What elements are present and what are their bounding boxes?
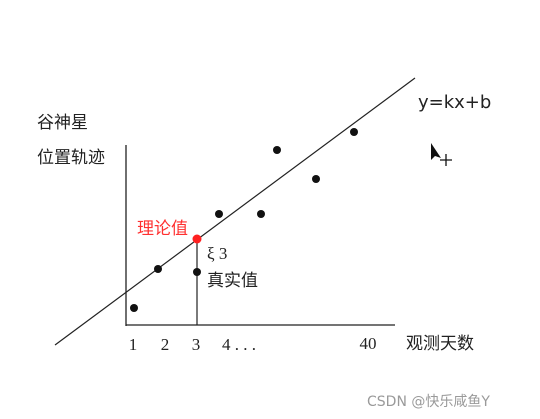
point	[312, 175, 320, 183]
x-label: 1	[129, 335, 138, 354]
theory-label: 理论值	[137, 219, 188, 238]
point	[193, 268, 201, 276]
actual-label: 真实值	[207, 271, 258, 290]
point	[130, 304, 138, 312]
point	[350, 128, 358, 136]
x-label: 2	[161, 335, 170, 354]
point	[154, 265, 162, 273]
x-axis-label: 观测天数	[406, 334, 474, 353]
y-axis-label: 谷神星	[37, 113, 88, 132]
error-label: ξ 3	[207, 244, 227, 263]
point	[257, 210, 265, 218]
x-label: 4 . . .	[222, 335, 256, 354]
point	[215, 210, 223, 218]
points	[130, 128, 358, 312]
watermark: CSDN @快乐咸鱼Y	[367, 393, 490, 410]
x-label: 40	[360, 334, 377, 353]
point	[273, 146, 281, 154]
cursor	[431, 143, 452, 166]
theory-point	[192, 234, 202, 244]
equation: y=kx+b	[418, 92, 491, 113]
x-label: 3	[192, 335, 201, 354]
regression-line	[54, 77, 416, 346]
y-axis-label: 位置轨迹	[37, 148, 105, 167]
